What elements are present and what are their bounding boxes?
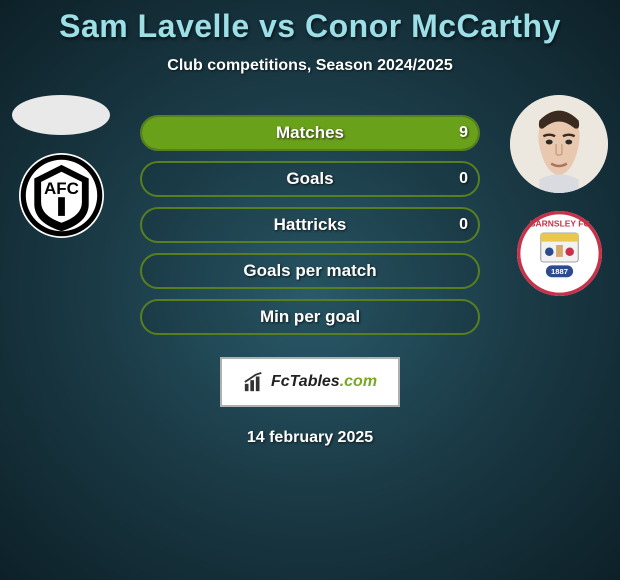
stat-value-right: 9 bbox=[459, 124, 468, 142]
svg-text:1887: 1887 bbox=[551, 267, 568, 276]
brand-name: FcTables bbox=[271, 373, 340, 390]
stat-bars: Matches 9 Goals 0 Hattricks 0 Goals per match M… bbox=[140, 115, 480, 335]
avatar-face-icon bbox=[510, 95, 608, 193]
svg-text:BARNSLEY FC: BARNSLEY FC bbox=[529, 218, 589, 228]
player-left-column: AFC bbox=[6, 95, 116, 238]
stat-row: Hattricks 0 bbox=[140, 207, 480, 243]
title-vs: vs bbox=[259, 8, 296, 44]
stat-row: Min per goal bbox=[140, 299, 480, 335]
brand-box[interactable]: FcTables.com bbox=[220, 357, 400, 407]
stats-area: AFC BARNSLEY FC bbox=[0, 115, 620, 335]
stat-row: Matches 9 bbox=[140, 115, 480, 151]
stat-label: Matches bbox=[276, 123, 344, 143]
club-badge-right-icon: BARNSLEY FC 1887 bbox=[517, 211, 602, 296]
chart-icon bbox=[243, 371, 265, 393]
brand-text: FcTables.com bbox=[271, 373, 377, 391]
page-title: Sam Lavelle vs Conor McCarthy bbox=[0, 0, 620, 45]
svg-text:AFC: AFC bbox=[44, 179, 79, 198]
title-player2: Conor McCarthy bbox=[305, 8, 561, 44]
stat-value-right: 0 bbox=[459, 170, 468, 188]
stat-value-right: 0 bbox=[459, 216, 468, 234]
date-text: 14 february 2025 bbox=[0, 429, 620, 447]
stat-label: Min per goal bbox=[260, 307, 360, 327]
player2-club-badge: BARNSLEY FC 1887 bbox=[517, 211, 602, 296]
stat-label: Goals bbox=[286, 169, 333, 189]
stat-row: Goals per match bbox=[140, 253, 480, 289]
club-badge-left-icon: AFC bbox=[19, 153, 104, 238]
stat-label: Hattricks bbox=[274, 215, 347, 235]
title-player1: Sam Lavelle bbox=[59, 8, 250, 44]
player-right-column: BARNSLEY FC 1887 bbox=[504, 95, 614, 296]
player1-avatar bbox=[12, 95, 110, 135]
brand-suffix: .com bbox=[340, 373, 377, 390]
stat-row: Goals 0 bbox=[140, 161, 480, 197]
player1-club-badge: AFC bbox=[19, 153, 104, 238]
stat-label: Goals per match bbox=[243, 261, 376, 281]
subtitle: Club competitions, Season 2024/2025 bbox=[0, 57, 620, 75]
player2-avatar bbox=[510, 95, 608, 193]
